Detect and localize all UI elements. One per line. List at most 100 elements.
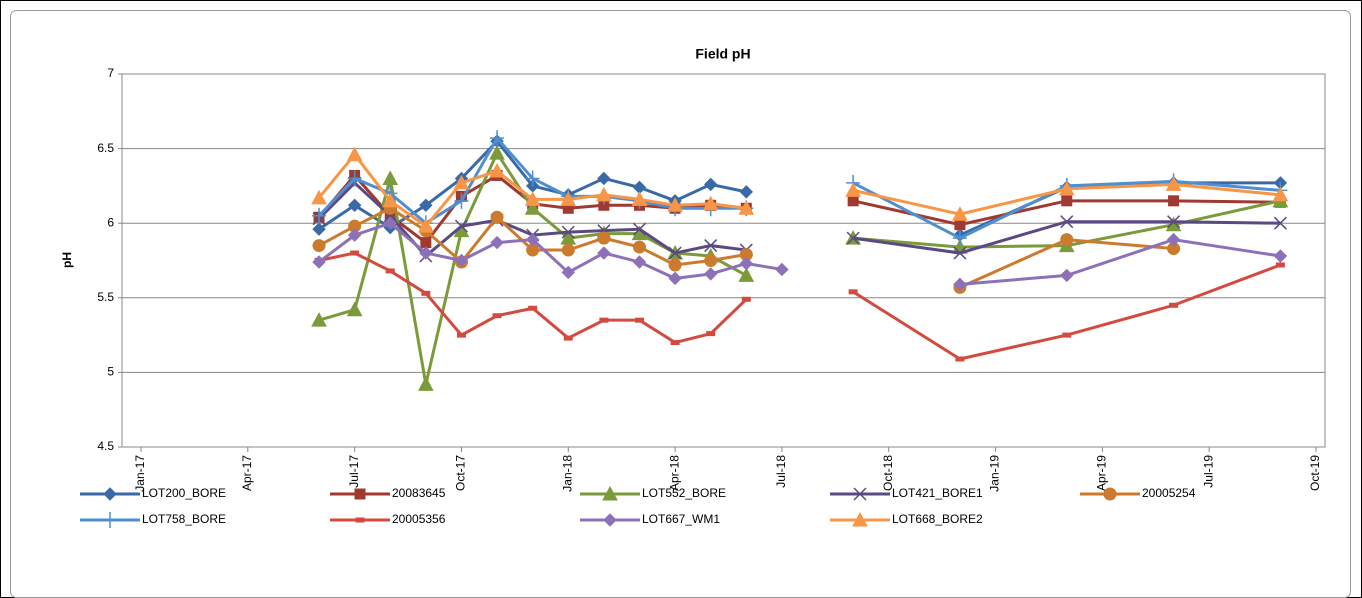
marker <box>952 230 967 247</box>
marker <box>1060 268 1074 283</box>
x-tick-label: Apr-17 <box>240 455 254 491</box>
marker <box>453 174 470 190</box>
marker <box>954 219 966 231</box>
x-tick-label: Jan-18 <box>560 455 574 492</box>
marker <box>597 231 611 245</box>
marker <box>1060 215 1074 229</box>
marker <box>347 170 362 187</box>
marker <box>1273 216 1287 230</box>
marker <box>350 250 360 256</box>
marker <box>1169 302 1179 308</box>
marker <box>741 296 751 302</box>
marker <box>311 189 327 205</box>
marker <box>561 243 575 257</box>
legend-label: LOT668_BORE2 <box>892 512 983 526</box>
marker <box>703 177 718 192</box>
marker <box>312 207 327 224</box>
x-tick-label: Jan-19 <box>988 455 1002 492</box>
marker <box>597 171 611 186</box>
marker <box>1167 215 1181 229</box>
marker <box>952 206 968 221</box>
marker <box>847 195 859 207</box>
marker <box>955 356 965 362</box>
marker <box>312 222 326 236</box>
marker <box>382 192 399 208</box>
legend-label: LOT200_BORE <box>142 486 226 500</box>
marker <box>382 170 399 185</box>
y-tick-label: 5.5 <box>97 290 114 304</box>
marker <box>1061 195 1073 207</box>
y-axis-label: pH <box>60 252 74 268</box>
x-tick-label: Oct-17 <box>454 455 468 491</box>
marker <box>668 271 682 286</box>
y-tick-label: 4.5 <box>97 439 114 453</box>
marker <box>1168 195 1180 207</box>
x-tick-label: Apr-18 <box>667 455 681 491</box>
marker <box>525 232 540 247</box>
marker <box>739 256 754 271</box>
marker <box>418 376 434 391</box>
legend-marker <box>852 511 868 527</box>
legend-label: 20005356 <box>392 512 446 526</box>
marker <box>739 185 754 199</box>
marker <box>668 258 682 272</box>
marker <box>454 219 468 233</box>
marker <box>704 239 718 253</box>
legend-marker <box>354 488 366 500</box>
marker <box>525 170 540 187</box>
marker <box>953 277 967 292</box>
legend-marker <box>355 517 365 523</box>
marker <box>418 218 434 233</box>
marker <box>420 237 432 249</box>
marker <box>489 162 505 178</box>
marker <box>1275 262 1285 268</box>
legend-label: LOT758_BORE <box>142 512 226 526</box>
legend-label: LOT667_WM1 <box>642 512 720 526</box>
chart-title: Field pH <box>695 46 750 62</box>
marker <box>599 317 609 323</box>
marker <box>561 225 575 239</box>
x-tick-label: Apr-19 <box>1095 455 1109 491</box>
marker <box>1062 332 1072 338</box>
marker <box>1060 233 1074 247</box>
marker <box>490 210 504 224</box>
marker <box>848 289 858 295</box>
marker <box>1272 186 1289 202</box>
marker <box>667 197 683 212</box>
legend-marker <box>103 512 117 528</box>
marker <box>492 313 502 319</box>
marker <box>1166 232 1181 247</box>
marker <box>383 216 397 230</box>
marker <box>312 255 326 269</box>
legend-label: 20005254 <box>1142 486 1196 500</box>
marker <box>702 195 719 211</box>
marker <box>1058 180 1075 196</box>
series-line <box>959 238 1281 286</box>
marker <box>775 262 789 277</box>
legend-marker <box>1103 487 1117 501</box>
marker <box>524 191 541 206</box>
x-tick-label: Jul-17 <box>347 455 361 488</box>
marker <box>560 191 577 206</box>
plot-area <box>121 73 1326 448</box>
marker <box>631 191 648 206</box>
marker <box>597 246 611 260</box>
marker <box>738 200 755 215</box>
legend-marker <box>103 487 117 501</box>
marker <box>346 301 363 317</box>
y-tick-label: 5 <box>107 365 114 379</box>
x-tick-label: Oct-19 <box>1308 455 1322 491</box>
marker <box>490 235 504 250</box>
legend-label: 20083645 <box>392 486 446 500</box>
marker <box>632 240 646 254</box>
marker <box>454 253 469 268</box>
x-tick-label: Jul-19 <box>1201 455 1215 488</box>
marker <box>846 231 860 245</box>
marker <box>419 198 433 213</box>
marker <box>1273 249 1288 263</box>
marker <box>706 331 716 337</box>
marker <box>490 130 505 147</box>
marker <box>561 265 575 280</box>
marker <box>421 290 431 296</box>
marker <box>632 222 647 236</box>
